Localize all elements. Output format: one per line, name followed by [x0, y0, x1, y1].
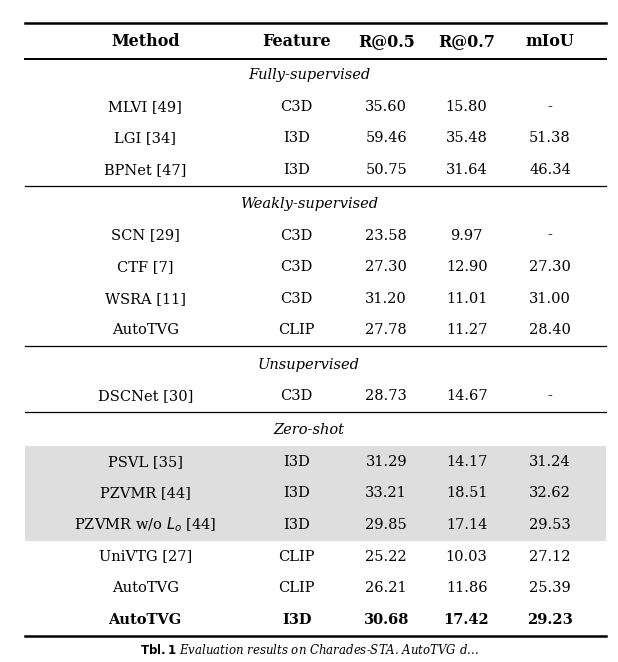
Text: DSCNet [30]: DSCNet [30]: [98, 389, 193, 403]
Text: 27.12: 27.12: [529, 549, 571, 563]
Text: 31.24: 31.24: [529, 455, 571, 469]
Text: Feature: Feature: [262, 32, 331, 50]
Text: 35.60: 35.60: [365, 100, 407, 114]
Text: CTF [7]: CTF [7]: [117, 260, 174, 274]
Text: Method: Method: [111, 32, 180, 50]
Text: 31.64: 31.64: [446, 163, 488, 177]
Text: 27.30: 27.30: [365, 260, 407, 274]
Text: 27.78: 27.78: [365, 323, 407, 338]
Text: 29.85: 29.85: [365, 518, 407, 532]
Text: 11.27: 11.27: [446, 323, 487, 338]
Text: 25.22: 25.22: [365, 549, 407, 563]
Text: -: -: [548, 228, 552, 242]
Text: Zero-shot: Zero-shot: [274, 423, 344, 438]
Text: 11.86: 11.86: [446, 581, 488, 595]
FancyBboxPatch shape: [25, 446, 606, 478]
Text: PSVL [35]: PSVL [35]: [108, 455, 183, 469]
Text: R@0.5: R@0.5: [358, 32, 415, 50]
Text: 9.97: 9.97: [451, 228, 483, 242]
Text: I3D: I3D: [283, 455, 310, 469]
Text: Weakly-supervised: Weakly-supervised: [240, 197, 378, 211]
Text: 29.23: 29.23: [527, 613, 573, 627]
Text: CLIP: CLIP: [278, 581, 315, 595]
Text: mIoU: mIoU: [525, 32, 575, 50]
Text: AutoTVG: AutoTVG: [112, 323, 179, 338]
Text: 50.75: 50.75: [365, 163, 407, 177]
Text: C3D: C3D: [281, 292, 313, 306]
Text: R@0.7: R@0.7: [438, 32, 495, 50]
Text: 33.21: 33.21: [365, 487, 407, 500]
Text: 35.48: 35.48: [446, 131, 488, 145]
Text: 10.03: 10.03: [446, 549, 488, 563]
Text: 27.30: 27.30: [529, 260, 571, 274]
Text: PZVMR w/o $\mathit{L}_o$ [44]: PZVMR w/o $\mathit{L}_o$ [44]: [74, 516, 216, 534]
Text: 30.68: 30.68: [363, 613, 409, 627]
Text: 51.38: 51.38: [529, 131, 571, 145]
Text: Unsupervised: Unsupervised: [258, 357, 360, 371]
Text: C3D: C3D: [281, 260, 313, 274]
Text: 11.01: 11.01: [446, 292, 487, 306]
Text: -: -: [548, 100, 552, 114]
Text: 14.67: 14.67: [446, 389, 488, 403]
Text: 15.80: 15.80: [446, 100, 488, 114]
Text: SCN [29]: SCN [29]: [111, 228, 180, 242]
FancyBboxPatch shape: [25, 478, 606, 509]
Text: Fully-supervised: Fully-supervised: [248, 68, 370, 82]
Text: 59.46: 59.46: [365, 131, 407, 145]
Text: 31.00: 31.00: [529, 292, 571, 306]
Text: -: -: [548, 389, 552, 403]
Text: 31.29: 31.29: [365, 455, 407, 469]
Text: UniVTG [27]: UniVTG [27]: [99, 549, 192, 563]
Text: I3D: I3D: [283, 163, 310, 177]
Text: BPNet [47]: BPNet [47]: [104, 163, 187, 177]
Text: C3D: C3D: [281, 228, 313, 242]
Text: 25.39: 25.39: [529, 581, 571, 595]
FancyBboxPatch shape: [25, 509, 606, 541]
Text: 28.73: 28.73: [365, 389, 407, 403]
Text: 46.34: 46.34: [529, 163, 571, 177]
Text: CLIP: CLIP: [278, 549, 315, 563]
Text: 26.21: 26.21: [365, 581, 407, 595]
Text: C3D: C3D: [281, 100, 313, 114]
Text: PZVMR [44]: PZVMR [44]: [99, 487, 191, 500]
Text: I3D: I3D: [282, 613, 311, 627]
Text: I3D: I3D: [283, 131, 310, 145]
Text: I3D: I3D: [283, 487, 310, 500]
Text: MLVI [49]: MLVI [49]: [108, 100, 182, 114]
Text: C3D: C3D: [281, 389, 313, 403]
Text: 12.90: 12.90: [446, 260, 488, 274]
Text: WSRA [11]: WSRA [11]: [104, 292, 186, 306]
Text: 18.51: 18.51: [446, 487, 488, 500]
Text: 17.14: 17.14: [446, 518, 487, 532]
Text: AutoTVG: AutoTVG: [109, 613, 182, 627]
Text: AutoTVG: AutoTVG: [112, 581, 179, 595]
Text: 14.17: 14.17: [446, 455, 487, 469]
Text: $\mathbf{Tbl. 1}$ Evaluation results on Charades-STA. AutoTVG d...: $\mathbf{Tbl. 1}$ Evaluation results on …: [140, 643, 478, 657]
Text: 32.62: 32.62: [529, 487, 571, 500]
Text: I3D: I3D: [283, 518, 310, 532]
Text: 28.40: 28.40: [529, 323, 571, 338]
Text: 23.58: 23.58: [365, 228, 407, 242]
Text: 31.20: 31.20: [365, 292, 407, 306]
Text: LGI [34]: LGI [34]: [114, 131, 176, 145]
Text: CLIP: CLIP: [278, 323, 315, 338]
Text: 29.53: 29.53: [529, 518, 571, 532]
Text: 17.42: 17.42: [444, 613, 489, 627]
